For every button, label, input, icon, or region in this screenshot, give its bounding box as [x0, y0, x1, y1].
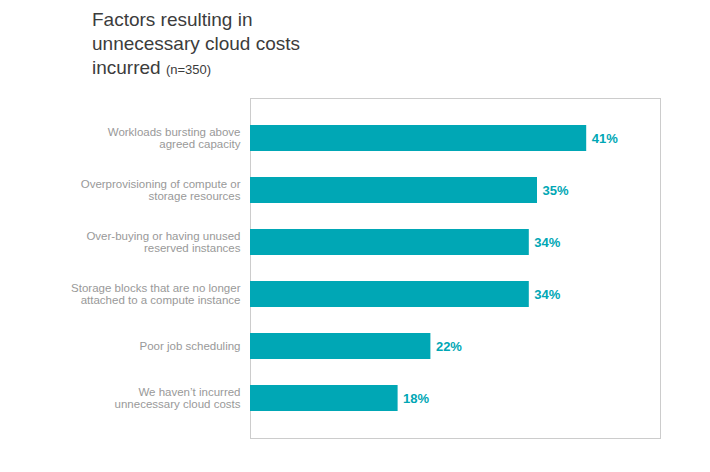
html-text:Factors resulting in: Factors resulting in	[92, 9, 253, 30]
svg-text:18%: 18%	[403, 391, 429, 406]
svg-text:Workloads bursting aboveagreed: Workloads bursting aboveagreed capacity	[108, 126, 241, 149]
svg-text:34%: 34%	[534, 287, 560, 302]
html-text:unnecessary cloud costs: unnecessary cloud costs	[92, 33, 301, 54]
svg-text:Storage blocks that are no lon: Storage blocks that are no longerattache…	[71, 282, 241, 306]
svg-text:We haven’t incurredunnecessary: We haven’t incurredunnecessary cloud cos…	[115, 386, 241, 410]
svg-text:22%: 22%	[436, 339, 462, 354]
svg-text:Over-buying or having unusedre: Over-buying or having unusedreserved ins…	[86, 230, 240, 254]
svg-text:35%: 35%	[543, 183, 569, 198]
html-text:incurred (n=350): incurred (n=350)	[92, 57, 212, 78]
svg-text:Poor job scheduling: Poor job scheduling	[139, 340, 240, 352]
svg-text:34%: 34%	[534, 235, 560, 250]
svg-text:41%: 41%	[592, 131, 618, 146]
svg-text:Overprovisioning of compute or: Overprovisioning of compute orstorage re…	[81, 178, 241, 202]
